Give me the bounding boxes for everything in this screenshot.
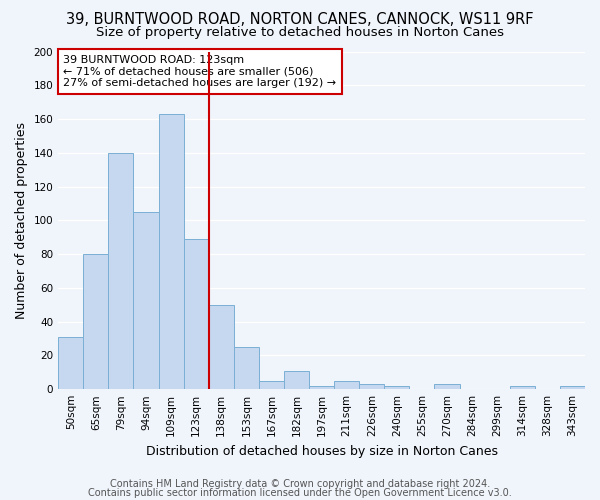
Bar	[284, 370, 309, 389]
Bar	[385, 386, 409, 389]
Y-axis label: Number of detached properties: Number of detached properties	[15, 122, 28, 319]
Text: 39, BURNTWOOD ROAD, NORTON CANES, CANNOCK, WS11 9RF: 39, BURNTWOOD ROAD, NORTON CANES, CANNOC…	[66, 12, 534, 28]
Bar	[209, 305, 234, 389]
Bar	[58, 337, 83, 389]
Bar	[510, 386, 535, 389]
Bar	[234, 347, 259, 389]
Bar	[309, 386, 334, 389]
Bar	[259, 380, 284, 389]
Text: Contains public sector information licensed under the Open Government Licence v3: Contains public sector information licen…	[88, 488, 512, 498]
Text: 39 BURNTWOOD ROAD: 123sqm
← 71% of detached houses are smaller (506)
27% of semi: 39 BURNTWOOD ROAD: 123sqm ← 71% of detac…	[64, 55, 337, 88]
Bar	[109, 153, 133, 389]
Text: Contains HM Land Registry data © Crown copyright and database right 2024.: Contains HM Land Registry data © Crown c…	[110, 479, 490, 489]
Bar	[133, 212, 158, 389]
Bar	[83, 254, 109, 389]
Bar	[434, 384, 460, 389]
Bar	[560, 386, 585, 389]
Bar	[184, 239, 209, 389]
X-axis label: Distribution of detached houses by size in Norton Canes: Distribution of detached houses by size …	[146, 444, 497, 458]
Bar	[359, 384, 385, 389]
Text: Size of property relative to detached houses in Norton Canes: Size of property relative to detached ho…	[96, 26, 504, 39]
Bar	[334, 380, 359, 389]
Bar	[158, 114, 184, 389]
